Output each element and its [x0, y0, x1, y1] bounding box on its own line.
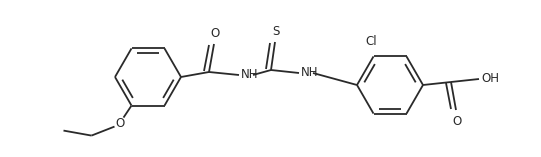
- Text: O: O: [210, 27, 220, 40]
- Text: S: S: [272, 25, 280, 38]
- Text: NH: NH: [241, 68, 259, 81]
- Text: Cl: Cl: [366, 35, 377, 48]
- Text: O: O: [452, 115, 461, 128]
- Text: O: O: [115, 117, 124, 130]
- Text: NH: NH: [301, 65, 319, 78]
- Text: OH: OH: [481, 73, 499, 86]
